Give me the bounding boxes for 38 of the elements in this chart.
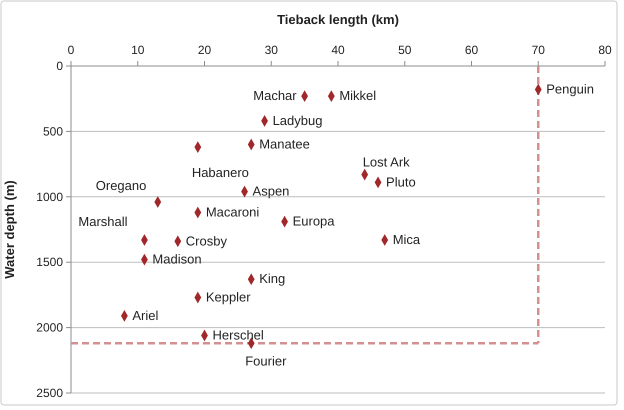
x-tick-label: 20 [198, 43, 212, 57]
y-tick-label: 1500 [36, 255, 64, 270]
x-tick-label: 70 [532, 43, 546, 57]
annotation: Europa [292, 214, 336, 229]
x-tick-label: 60 [464, 43, 478, 57]
annotation: Machar [253, 88, 298, 104]
annotation: Mica [392, 232, 421, 247]
annotation: Ariel [132, 308, 159, 323]
x-tick-label: 80 [598, 43, 612, 57]
x-tick-label: 50 [398, 43, 412, 57]
annotation: Manatee [259, 136, 310, 152]
annotation: Aspen [252, 184, 290, 199]
annotation: Crosby [186, 233, 228, 248]
annotation: Penguin [546, 82, 594, 97]
y-tick-label: 1000 [36, 190, 64, 204]
annotation: Macaroni [206, 204, 260, 220]
annotation: King [259, 271, 286, 286]
annotation: Madison [152, 252, 202, 267]
annotation: Marshall [78, 214, 128, 229]
x-tick-label: 0 [68, 43, 75, 57]
x-axis-title: Tieback length (km) [277, 12, 399, 27]
annotation: Pluto [386, 174, 416, 190]
annotation: Ladybug [272, 112, 322, 128]
x-tick-label: 40 [331, 43, 345, 57]
annotation: Oregano [96, 178, 146, 194]
annotation: Herschel [212, 327, 264, 342]
y-axis-title: Water depth (m) [2, 180, 17, 279]
y-tick-label: 2500 [36, 386, 64, 400]
annotation: Fourier [245, 353, 288, 368]
y-tick-label: 0 [56, 59, 64, 73]
annotation: Lost Ark [362, 154, 410, 170]
annotation: Mikkel [339, 88, 376, 104]
y-tick-label: 500 [42, 124, 64, 138]
x-tick-label: 10 [131, 43, 145, 57]
annotation: Keppler [206, 290, 252, 305]
y-tick-label: 2000 [36, 320, 64, 335]
x-tick-label: 30 [264, 43, 278, 57]
annotation: Habanero [192, 165, 249, 180]
